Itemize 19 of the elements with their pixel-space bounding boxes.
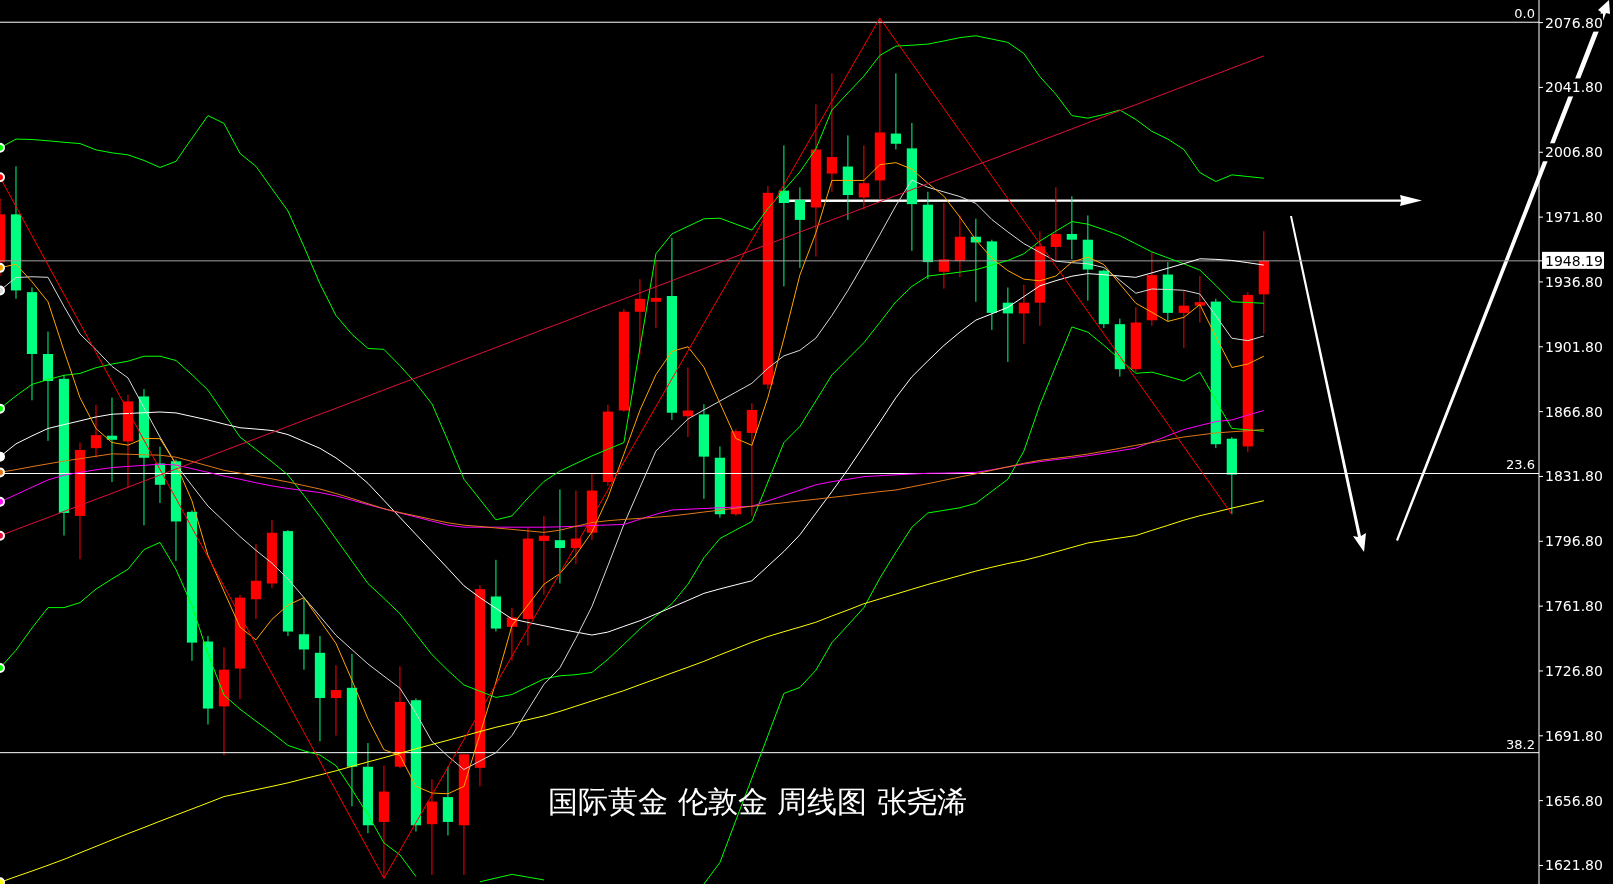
y-tick-label: 1796.80 bbox=[1545, 533, 1603, 550]
annotation: 23.6 bbox=[1506, 457, 1535, 473]
y-tick-label: 1866.80 bbox=[1545, 403, 1603, 420]
y-tick-label: 1936.80 bbox=[1545, 273, 1603, 290]
y-tick-label: 1656.80 bbox=[1545, 792, 1603, 809]
y-tick-label: 2076.80 bbox=[1545, 14, 1603, 31]
y-tick-label: 1901.80 bbox=[1545, 338, 1603, 355]
annotation: 0.0 bbox=[1514, 6, 1535, 22]
y-tick-label: 2006.80 bbox=[1545, 144, 1603, 161]
y-tick-label: 1948.19 bbox=[1545, 252, 1603, 269]
text: 国际黄金 伦敦金 周线图 张尧浠 bbox=[548, 783, 967, 821]
y-tick-label: 1726.80 bbox=[1545, 662, 1603, 679]
y-tick-label: 1761.80 bbox=[1545, 598, 1603, 615]
y-tick-label: 1621.80 bbox=[1545, 857, 1603, 874]
y-tick-label: 1691.80 bbox=[1545, 727, 1603, 744]
annotation: 38.2 bbox=[1506, 736, 1535, 752]
y-tick-label: 1831.80 bbox=[1545, 468, 1603, 485]
y-tick-label: 1971.80 bbox=[1545, 209, 1603, 226]
y-tick-label: 2041.80 bbox=[1545, 79, 1603, 96]
